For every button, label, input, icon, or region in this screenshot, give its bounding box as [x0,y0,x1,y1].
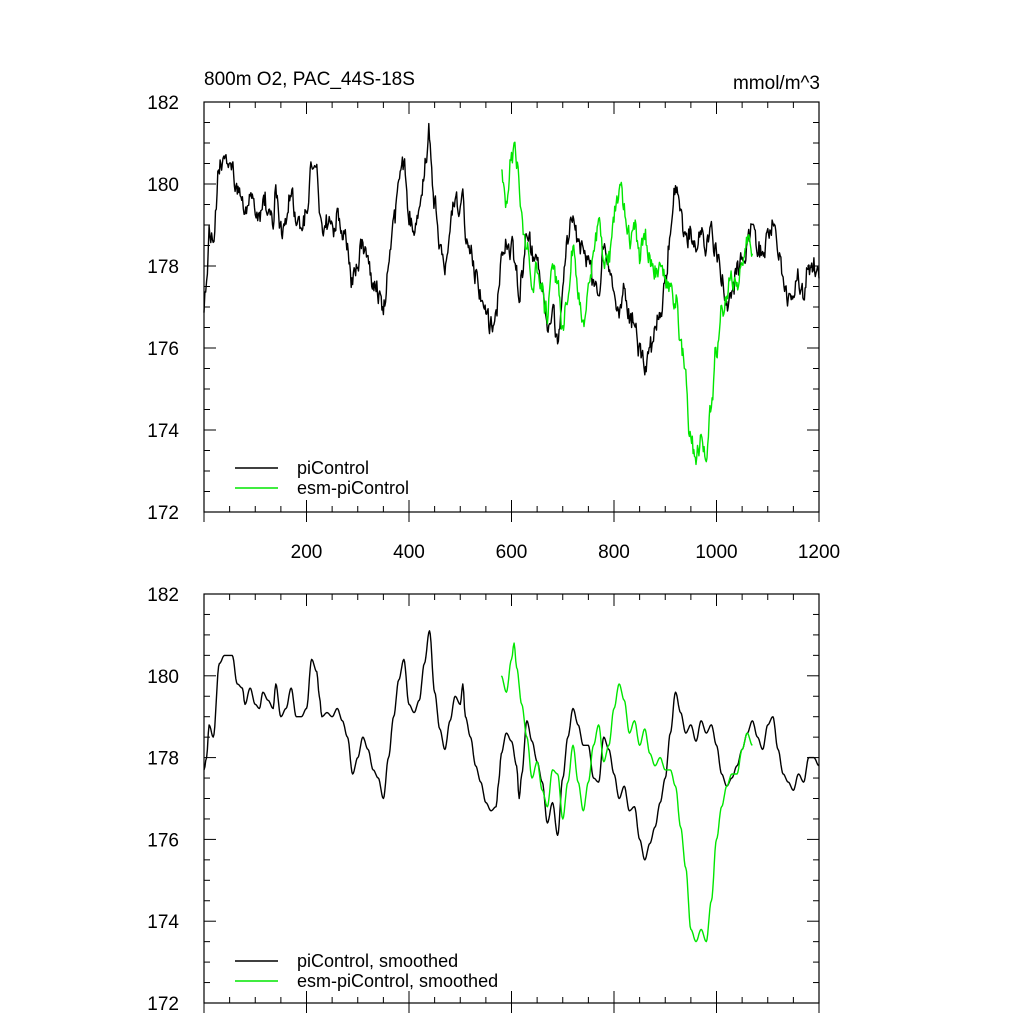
y-tick-label: 174 [147,421,179,442]
series-line [203,122,820,376]
x-tick-label: 600 [496,542,528,563]
y-tick-label: 180 [147,667,179,688]
y-tick-label: 182 [147,585,179,606]
x-tick-label: 1200 [798,542,840,563]
x-tick-label: 1000 [695,542,737,563]
y-tick-label: 176 [147,830,179,851]
y-tick-label: 182 [147,93,179,114]
plot-frame [203,101,820,513]
legend-label: piControl [297,458,369,478]
x-tick-label: 800 [598,542,630,563]
plot-frame [203,593,820,1004]
series-line [500,642,753,943]
y-tick-label: 178 [147,257,179,278]
y-tick-label: 174 [147,912,179,933]
y-tick-label: 172 [147,503,179,524]
y-tick-label: 178 [147,749,179,770]
x-tick-label: 200 [291,542,323,563]
legend-label: piControl, smoothed [297,951,458,971]
chart-title: 800m O2, PAC_44S-18S [204,69,415,90]
series-line [501,141,754,466]
y-tick-label: 172 [147,994,179,1015]
y-tick-label: 176 [147,339,179,360]
top-panel: 800m O2, PAC_44S-18S mmol/m^3 172 174 176 1… [147,69,840,563]
x-tick-label: 400 [393,542,425,563]
y-tick-label: 180 [147,175,179,196]
series-line [203,630,820,861]
bottom-panel: 172 174 176 178 180 182 piControl, smoothedes… [147,585,820,1015]
units-label: mmol/m^3 [733,73,820,94]
legend-label: esm-piControl [297,478,409,498]
legend-label: esm-piControl, smoothed [297,971,498,991]
